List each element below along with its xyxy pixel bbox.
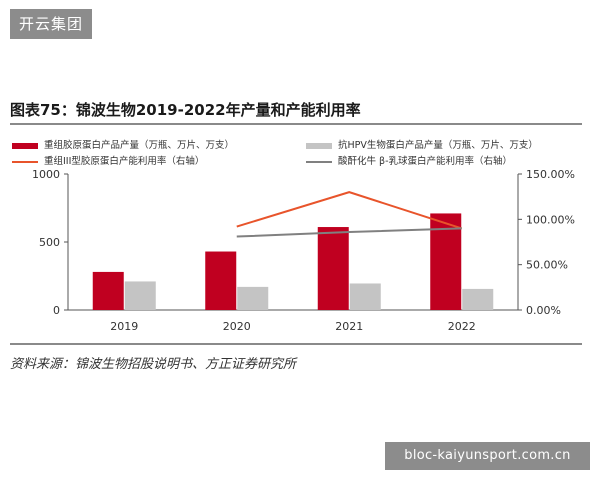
legend-item-beta-utilization: 酸酐化牛 β-乳球蛋白产能利用率（右轴）: [306, 156, 512, 168]
chart-plot: 0 500 1000 0.00% 50.00% 100.00% 150.00% 2019 202…: [32, 168, 575, 333]
x-tick-label: 2021: [335, 320, 363, 333]
x-tick-label: 2019: [110, 320, 138, 333]
legend-swatch-collagen-output: [12, 143, 38, 149]
x-tick-label: 2022: [448, 320, 476, 333]
right-tick-label: 150.00%: [526, 168, 575, 181]
bar-hpv-output: [349, 283, 381, 310]
bar-collagen-output: [205, 251, 237, 310]
legend-swatch-hpv-output: [306, 143, 332, 149]
right-tick-label: 100.00%: [526, 213, 575, 226]
left-tick-label: 1000: [32, 168, 60, 181]
line-beta-utilization: [236, 227, 462, 238]
line-collagen-utilization: [236, 191, 463, 230]
bar-hpv-output: [237, 286, 269, 310]
bar-hpv-output: [462, 288, 494, 310]
right-tick-label: 50.00%: [526, 259, 568, 272]
x-tick-label: 2020: [223, 320, 251, 333]
legend-swatch-collagen-utilization: [12, 161, 38, 163]
watermark: bloc-kaiyunsport.com.cn: [385, 442, 590, 470]
figure-title: 图表75：锦波生物2019-2022年产量和产能利用率: [10, 101, 361, 119]
legend-swatch-beta-utilization: [306, 161, 332, 163]
title-divider: [10, 123, 582, 125]
chart-lines: [236, 191, 463, 238]
site-badge: 开云集团: [10, 9, 92, 39]
bar-hpv-output: [124, 281, 156, 310]
legend-label-hpv-output: 抗HPV生物蛋白产品产量（万瓶、万片、万支）: [338, 140, 538, 151]
left-tick-label: 0: [53, 304, 60, 317]
left-tick-label: 500: [39, 236, 60, 249]
legend-label-beta-utilization: 酸酐化牛 β-乳球蛋白产能利用率（右轴）: [338, 156, 513, 167]
bar-collagen-output: [92, 271, 124, 310]
chart-tick-labels: 0 500 1000 0.00% 50.00% 100.00% 150.00% 2019 202…: [32, 168, 575, 333]
source-note: 资料来源：锦波生物招股说明书、方正证券研究所: [10, 357, 297, 372]
chart-bars: [92, 213, 494, 310]
legend-item-collagen-utilization: 重组III型胶原蛋白产能利用率（右轴）: [12, 156, 204, 168]
legend-label-collagen-output: 重组胶原蛋白产品产量（万瓶、万片、万支）: [44, 140, 235, 151]
legend-item-collagen-output: 重组胶原蛋白产品产量（万瓶、万片、万支）: [12, 140, 234, 152]
right-tick-label: 0.00%: [526, 304, 561, 317]
bottom-divider: [10, 343, 582, 345]
legend-item-hpv-output: 抗HPV生物蛋白产品产量（万瓶、万片、万支）: [306, 140, 538, 152]
legend-label-collagen-utilization: 重组III型胶原蛋白产能利用率（右轴）: [44, 156, 205, 167]
bar-collagen-output: [317, 227, 349, 310]
chart-legend: 重组胶原蛋白产品产量（万瓶、万片、万支） 抗HPV生物蛋白产品产量（万瓶、万片、…: [12, 138, 590, 178]
